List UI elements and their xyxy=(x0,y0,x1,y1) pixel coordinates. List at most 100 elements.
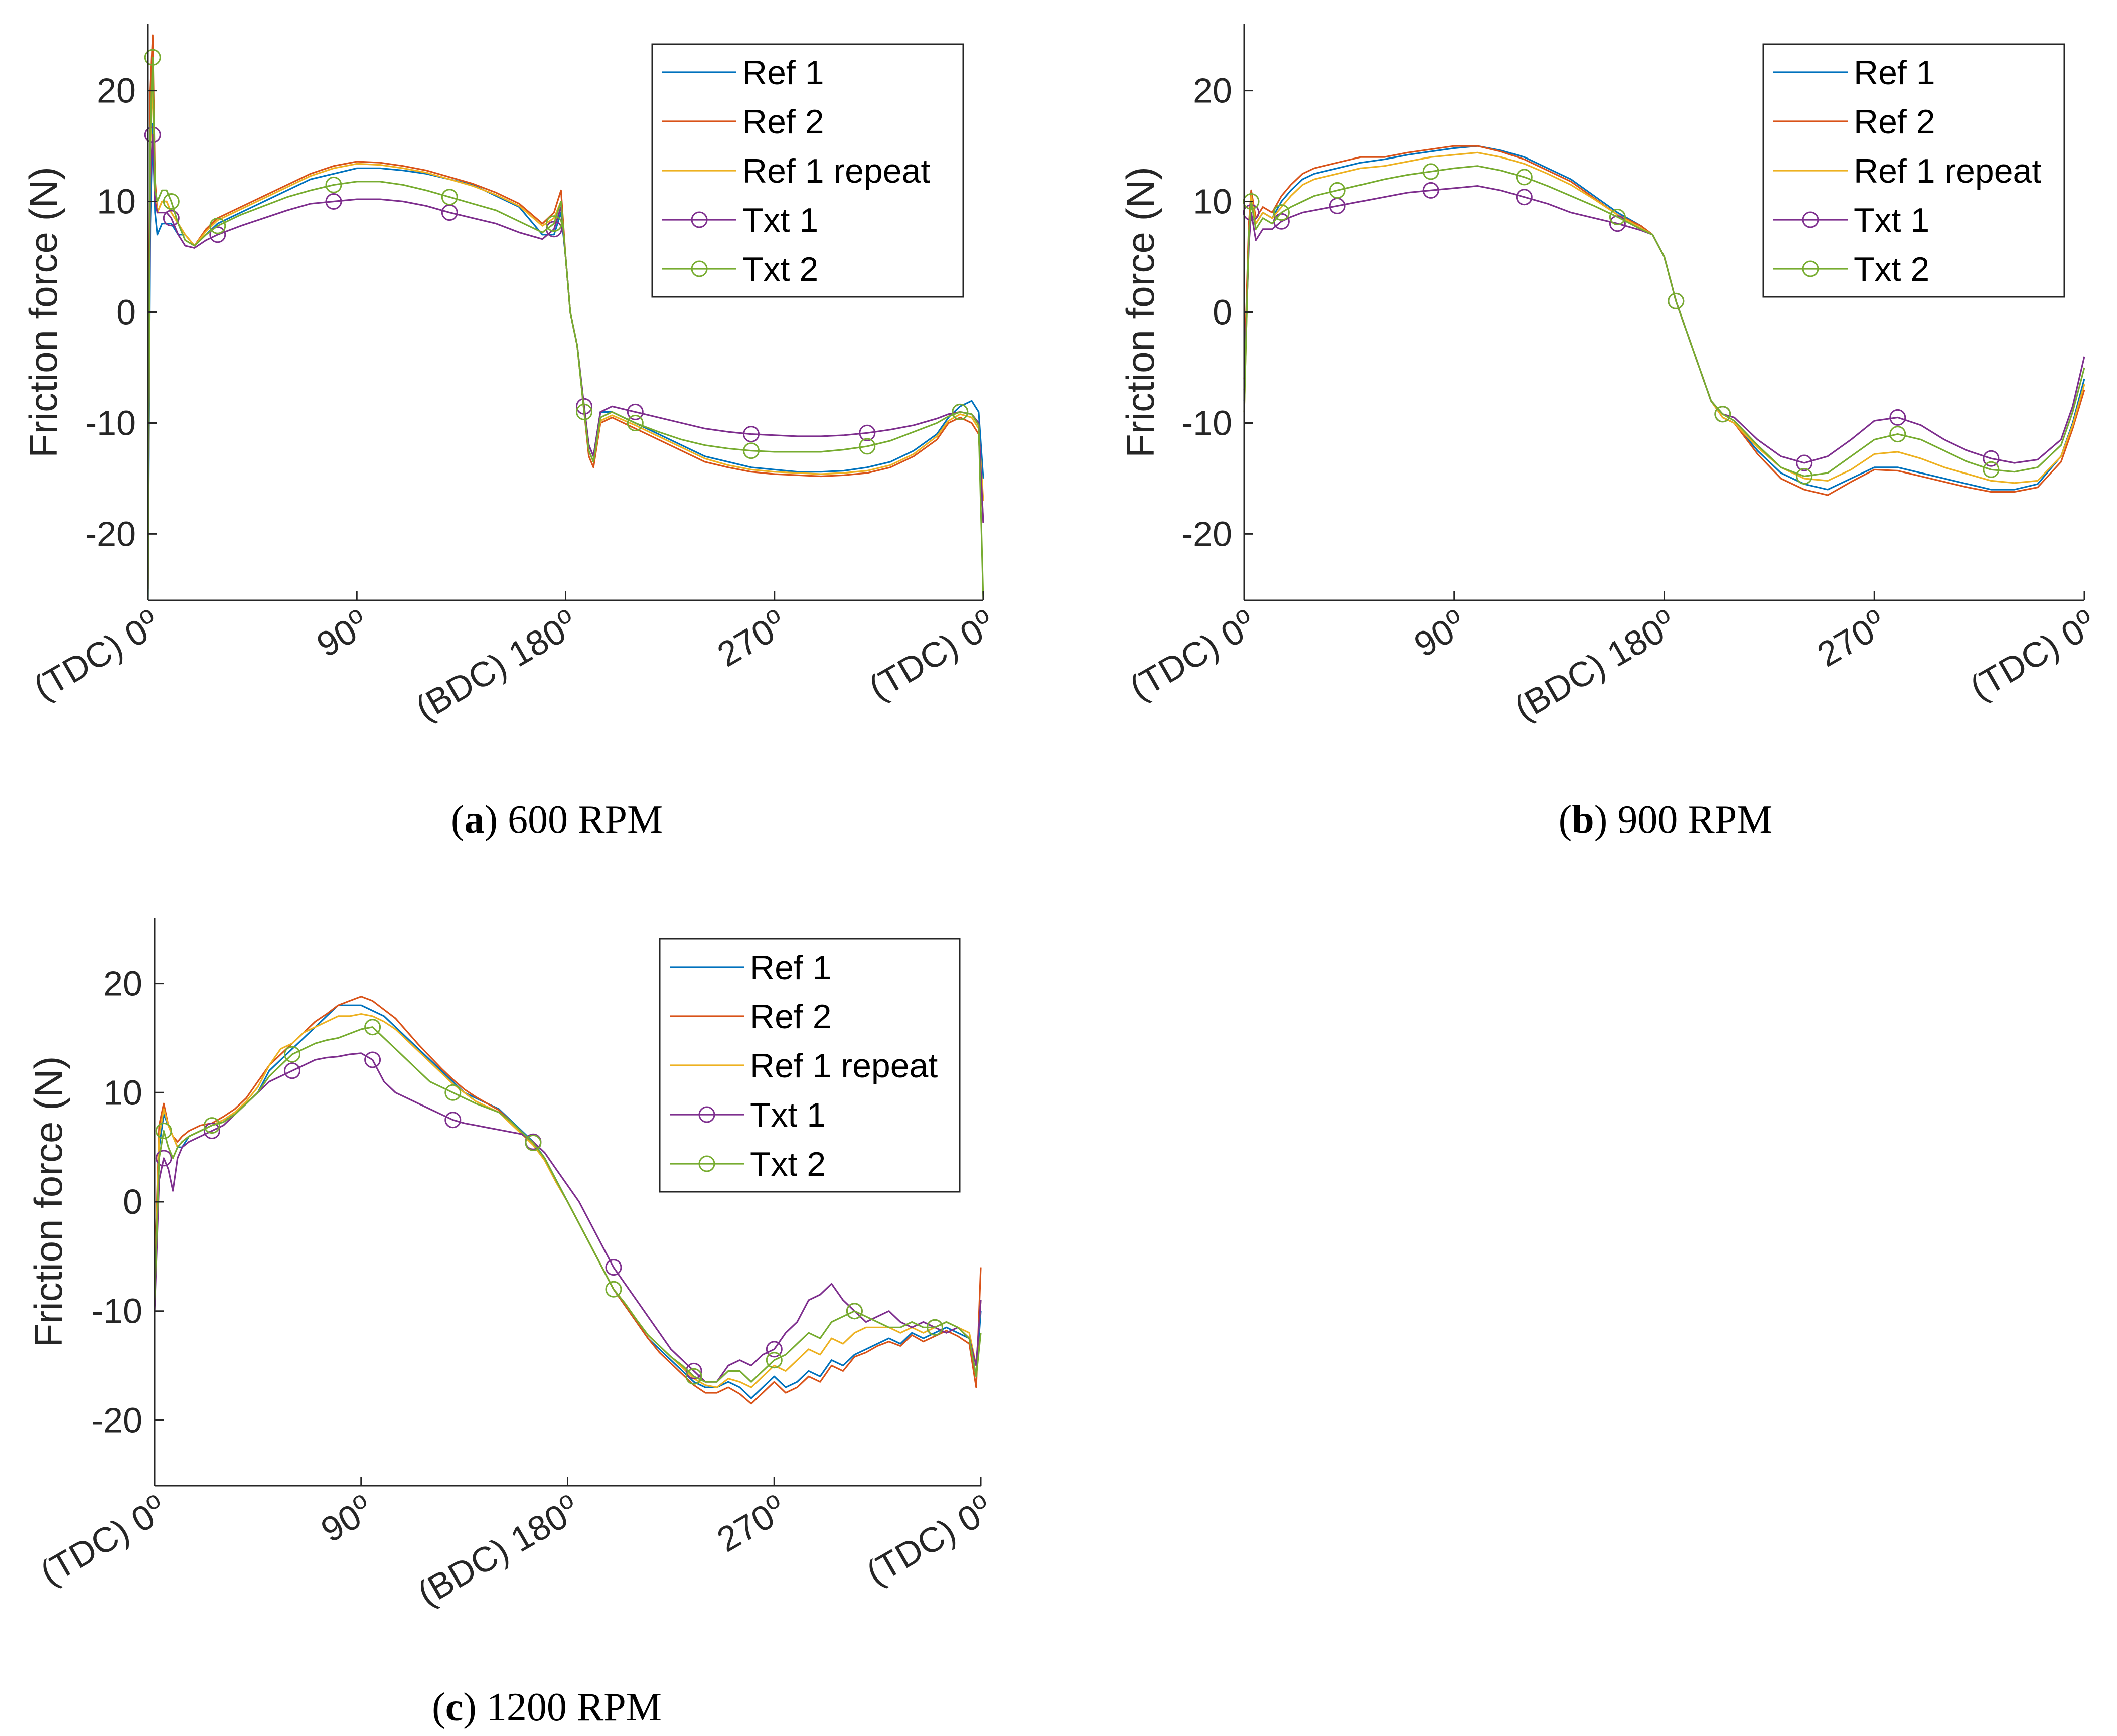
y-tick-label: 10 xyxy=(97,182,136,221)
legend-item: Ref 1 repeat xyxy=(670,1047,938,1085)
series-marker xyxy=(325,193,342,210)
series-marker xyxy=(927,1319,943,1336)
series-marker xyxy=(284,1046,300,1063)
series-marker xyxy=(1609,215,1626,232)
series-marker xyxy=(155,1123,172,1139)
series-marker xyxy=(859,424,876,441)
series-marker xyxy=(1516,189,1533,206)
legend-label: Txt 1 xyxy=(750,1096,826,1134)
series-marker xyxy=(545,215,562,232)
legend-label: Txt 1 xyxy=(1854,201,1929,239)
legend-marker xyxy=(698,1155,715,1172)
series-marker xyxy=(685,1362,702,1379)
legend-marker xyxy=(1802,260,1819,277)
legend-item: Ref 2 xyxy=(1773,103,1935,141)
series-marker xyxy=(605,1281,622,1298)
series-marker xyxy=(1983,450,2000,467)
legend-item: Txt 2 xyxy=(670,1145,826,1183)
legend-label: Txt 2 xyxy=(1854,250,1929,288)
legend: Ref 1 Ref 2 Ref 1 repeat Txt 1 Txt 2 xyxy=(1762,43,2065,298)
series-marker xyxy=(1796,454,1813,471)
series-marker xyxy=(1889,409,1906,426)
series-marker xyxy=(203,1117,220,1134)
y-axis-label: Friction force (N) xyxy=(21,167,65,458)
series-line-txt-2 xyxy=(154,1026,982,1383)
legend-label: Ref 1 repeat xyxy=(1854,152,2041,190)
series-marker xyxy=(325,176,342,193)
series-marker xyxy=(766,1341,783,1358)
series-marker xyxy=(1422,163,1439,180)
legend-item: Ref 1 xyxy=(662,54,824,92)
legend-item: Txt 1 xyxy=(670,1096,826,1134)
series-line-ref-2 xyxy=(1243,145,2085,496)
series-marker xyxy=(209,217,226,234)
legend-label: Ref 1 repeat xyxy=(750,1047,938,1085)
legend-label: Ref 1 xyxy=(750,949,832,987)
legend-label: Txt 1 xyxy=(742,201,818,239)
series-marker xyxy=(1609,209,1626,225)
legend-marker xyxy=(1802,211,1819,228)
series-marker xyxy=(1796,468,1813,485)
y-tick-label: 20 xyxy=(1193,71,1232,110)
legend-label: Ref 2 xyxy=(742,103,824,141)
series-line-txt-2 xyxy=(147,56,984,601)
legend-label: Ref 1 xyxy=(742,54,824,92)
series-marker xyxy=(627,403,644,420)
legend-item: Ref 2 xyxy=(670,998,832,1036)
panel-caption: (a) 600 RPM xyxy=(451,798,663,842)
legend-item: Txt 1 xyxy=(1773,201,1929,239)
y-tick-label: 0 xyxy=(1213,293,1232,332)
y-tick-label: 20 xyxy=(97,71,136,110)
legend-marker xyxy=(691,211,708,228)
series-marker xyxy=(952,403,969,420)
legend-label: Ref 2 xyxy=(1854,103,1935,141)
series-line-txt-2 xyxy=(1243,165,2085,478)
legend-item: Ref 1 xyxy=(1773,54,1935,92)
series-marker xyxy=(766,1352,783,1369)
y-axis-label: Friction force (N) xyxy=(26,1056,70,1348)
y-tick-label: 0 xyxy=(116,293,136,332)
series-marker xyxy=(605,1259,622,1276)
legend-item: Ref 1 repeat xyxy=(662,152,930,190)
plot-area xyxy=(1243,145,2085,496)
y-tick-label: 10 xyxy=(1193,182,1232,221)
series-marker xyxy=(1273,204,1290,221)
y-tick-label: 10 xyxy=(103,1073,142,1112)
y-tick-label: -20 xyxy=(85,514,136,553)
series-marker xyxy=(525,1134,542,1151)
legend-item: Ref 2 xyxy=(662,103,824,141)
series-marker xyxy=(163,193,180,210)
series-marker xyxy=(163,210,180,227)
legend-label: Ref 2 xyxy=(750,998,832,1036)
legend-item: Txt 1 xyxy=(662,201,818,239)
y-tick-label: 0 xyxy=(123,1182,142,1221)
legend-label: Txt 2 xyxy=(750,1145,826,1183)
series-marker xyxy=(284,1062,300,1079)
series-marker xyxy=(364,1051,381,1068)
y-tick-label: -20 xyxy=(1181,514,1232,553)
series-marker xyxy=(441,189,458,206)
y-axis-label: Friction force (N) xyxy=(1118,167,1162,458)
series-line-ref-1-repeat xyxy=(154,1013,982,1388)
legend: Ref 1 Ref 2 Ref 1 repeat Txt 1 Txt 2 xyxy=(659,938,961,1193)
series-marker xyxy=(743,426,760,443)
series-marker xyxy=(364,1019,381,1036)
series-marker xyxy=(1889,426,1906,443)
series-marker xyxy=(203,1123,220,1139)
series-marker xyxy=(209,226,226,243)
plot-area xyxy=(154,996,982,1405)
legend-label: Txt 2 xyxy=(742,250,818,288)
legend-label: Ref 1 repeat xyxy=(742,152,930,190)
series-marker xyxy=(859,438,876,455)
series-marker xyxy=(1329,182,1346,199)
series-marker xyxy=(685,1368,702,1385)
series-marker xyxy=(1983,461,2000,478)
legend-item: Txt 2 xyxy=(662,250,818,288)
legend-marker xyxy=(698,1106,715,1123)
series-marker xyxy=(627,415,644,431)
series-marker xyxy=(155,1150,172,1167)
series-marker xyxy=(1422,182,1439,199)
legend-label: Ref 1 xyxy=(1854,54,1935,92)
legend-item: Ref 1 xyxy=(670,949,832,987)
